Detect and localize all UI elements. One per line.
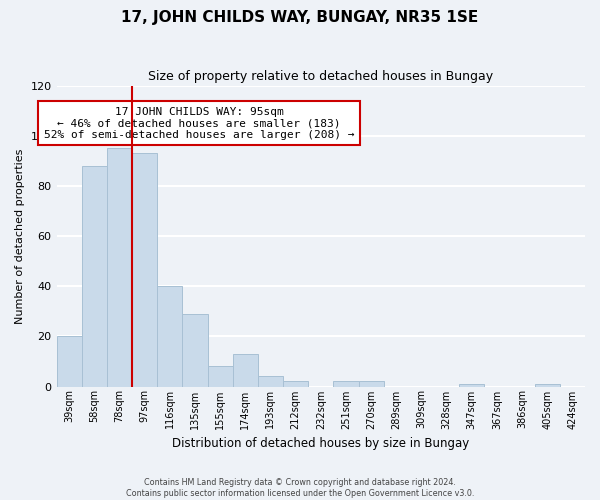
Bar xyxy=(107,148,132,386)
Bar xyxy=(535,384,560,386)
Bar xyxy=(82,166,107,386)
Bar xyxy=(258,376,283,386)
Y-axis label: Number of detached properties: Number of detached properties xyxy=(15,148,25,324)
Bar xyxy=(283,382,308,386)
Bar xyxy=(56,336,82,386)
Title: Size of property relative to detached houses in Bungay: Size of property relative to detached ho… xyxy=(148,70,493,83)
Text: Contains HM Land Registry data © Crown copyright and database right 2024.
Contai: Contains HM Land Registry data © Crown c… xyxy=(126,478,474,498)
Text: 17, JOHN CHILDS WAY, BUNGAY, NR35 1SE: 17, JOHN CHILDS WAY, BUNGAY, NR35 1SE xyxy=(121,10,479,25)
X-axis label: Distribution of detached houses by size in Bungay: Distribution of detached houses by size … xyxy=(172,437,469,450)
Text: 17 JOHN CHILDS WAY: 95sqm
← 46% of detached houses are smaller (183)
52% of semi: 17 JOHN CHILDS WAY: 95sqm ← 46% of detac… xyxy=(44,106,355,140)
Bar xyxy=(233,354,258,386)
Bar xyxy=(157,286,182,386)
Bar xyxy=(334,382,359,386)
Bar xyxy=(459,384,484,386)
Bar xyxy=(182,314,208,386)
Bar xyxy=(359,382,383,386)
Bar xyxy=(132,154,157,386)
Bar xyxy=(208,366,233,386)
